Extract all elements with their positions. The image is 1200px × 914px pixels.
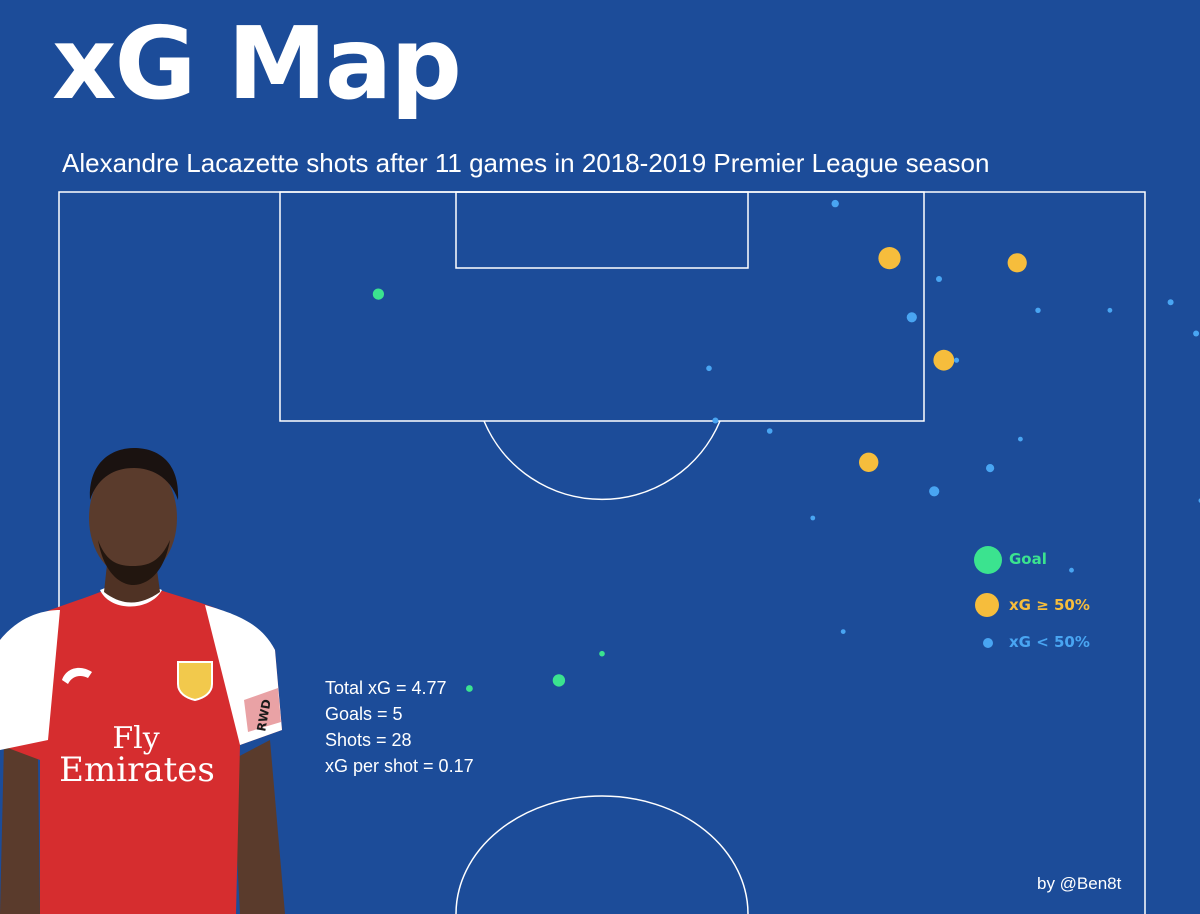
six-yard-box bbox=[455, 191, 749, 269]
shot-point bbox=[878, 247, 901, 270]
shot-point bbox=[1007, 253, 1027, 273]
legend-goal-label: Goal bbox=[1009, 550, 1047, 568]
player-hair bbox=[89, 448, 179, 500]
sleeve-stripe-right bbox=[244, 688, 281, 732]
puma-logo-icon bbox=[62, 667, 92, 684]
chart-subtitle: Alexandre Lacazette shots after 11 games… bbox=[62, 148, 990, 178]
shot-point bbox=[1018, 436, 1023, 442]
shot-point bbox=[859, 452, 879, 472]
shot-point bbox=[1069, 567, 1074, 573]
player-photo: Fly Emirates RWD bbox=[0, 448, 285, 914]
stat-goals: Goals = 5 bbox=[325, 704, 403, 724]
legend-high-xg-label: xG ≥ 50% bbox=[1009, 596, 1090, 614]
shot-point bbox=[986, 464, 995, 473]
shot-point bbox=[466, 685, 473, 692]
shot-point bbox=[706, 365, 712, 372]
player-beard bbox=[98, 540, 170, 585]
shirt-sponsor-line2: Emirates bbox=[59, 750, 215, 790]
shot-markers bbox=[252, 199, 1200, 692]
shot-point bbox=[1167, 299, 1174, 306]
shot-point bbox=[936, 276, 942, 282]
shot-point bbox=[1193, 330, 1200, 337]
shirt-sleeve-left bbox=[0, 610, 60, 750]
shot-point bbox=[599, 650, 605, 657]
stat-xg-per-shot: xG per shot = 0.17 bbox=[325, 756, 474, 776]
penalty-arc bbox=[483, 420, 721, 501]
author-credit: by @Ben8t bbox=[1037, 874, 1122, 893]
shot-point bbox=[840, 629, 846, 634]
shot-point bbox=[1035, 307, 1041, 313]
shot-point bbox=[933, 349, 955, 371]
pitch-lines bbox=[58, 191, 1146, 914]
shot-point bbox=[766, 428, 773, 434]
legend-low-xg-marker bbox=[983, 638, 993, 648]
shot-point bbox=[953, 357, 960, 363]
legend-high-xg-marker bbox=[975, 593, 999, 617]
centre-circle bbox=[455, 795, 749, 914]
player-head bbox=[89, 458, 177, 578]
shot-point bbox=[831, 199, 839, 208]
legend-goal-marker bbox=[974, 546, 1002, 574]
shot-point bbox=[906, 312, 917, 323]
shot-point bbox=[552, 674, 566, 687]
shot-point bbox=[372, 288, 384, 300]
arsenal-crest-icon bbox=[177, 661, 213, 702]
shot-point bbox=[1107, 307, 1113, 313]
stat-total-xg: Total xG = 4.77 bbox=[325, 678, 447, 698]
shirt-sponsor-line1: Fly bbox=[112, 721, 159, 756]
page-title: xG Map bbox=[52, 5, 462, 122]
stats-panel: Total xG = 4.77 Goals = 5 Shots = 28 xG … bbox=[325, 675, 474, 779]
player-arm-right bbox=[232, 740, 285, 914]
shot-point bbox=[712, 417, 719, 424]
penalty-box bbox=[279, 191, 925, 422]
shot-point bbox=[929, 486, 940, 497]
stat-shots: Shots = 28 bbox=[325, 730, 412, 750]
shot-point bbox=[810, 515, 816, 521]
sleeve-sponsor: RWD bbox=[254, 698, 273, 732]
legend-low-xg-label: xG < 50% bbox=[1009, 633, 1090, 651]
